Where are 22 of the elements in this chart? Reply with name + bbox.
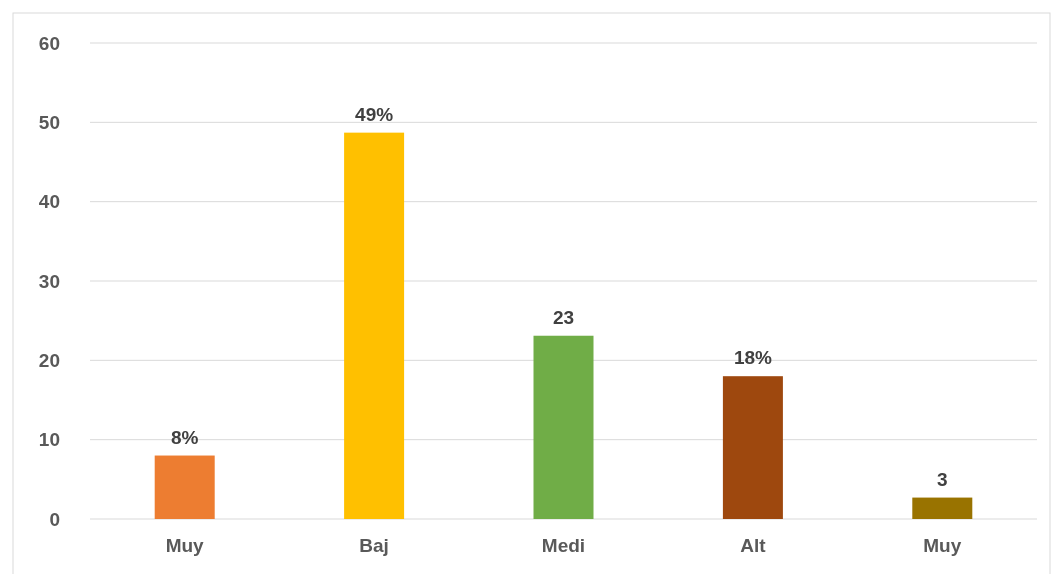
data-label: 8% <box>170 426 199 448</box>
data-label: 49% <box>355 103 394 125</box>
y-tick-label: 0 <box>49 508 60 530</box>
x-tick-label: Medi <box>541 535 586 556</box>
y-tick-label: 10 <box>38 429 60 451</box>
y-tick-label: 50 <box>38 111 60 133</box>
data-label: 18% <box>733 347 773 369</box>
x-tick-label: Muy <box>165 535 205 556</box>
y-tick-label: 40 <box>38 191 60 213</box>
x-tick-label: Muy <box>923 535 962 556</box>
bar <box>154 455 215 519</box>
data-label: 3 <box>937 468 948 490</box>
y-tick-label: 30 <box>38 270 60 292</box>
y-tick-label: 60 <box>38 32 60 54</box>
bar <box>533 335 594 519</box>
bar <box>912 497 973 519</box>
bar <box>344 132 405 519</box>
y-tick-label: 20 <box>38 349 60 371</box>
x-tick-label: Alt <box>740 535 767 556</box>
bar <box>722 376 783 519</box>
data-label: 23 <box>552 306 575 328</box>
x-tick-label: Baj <box>359 535 389 556</box>
